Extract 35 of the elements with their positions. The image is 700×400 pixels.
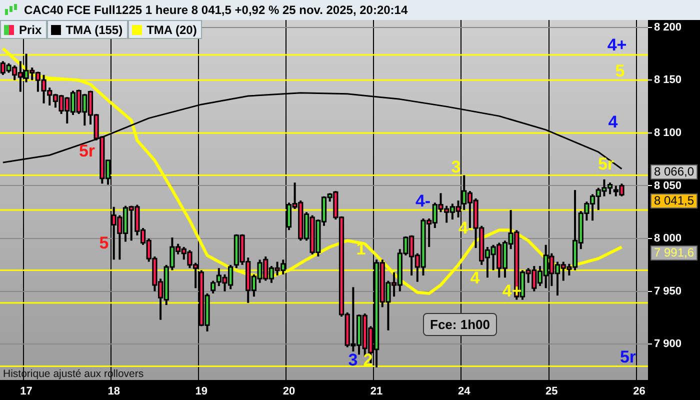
x-tick-label: 20 (282, 386, 296, 398)
x-tick-label: 26 (633, 386, 646, 398)
text: 7 991,6 (654, 245, 694, 260)
text: 8 066,0 (654, 164, 694, 178)
annotation: 5 (99, 234, 109, 253)
x-tick-label: 17 (20, 386, 32, 398)
x-tick-label: 25 (546, 386, 558, 398)
annotation: 2 (363, 350, 373, 370)
annotation: 4 (470, 268, 480, 288)
chart-title: CAC40 FCE Full1225 1 heure 8 041,5 +0,92 % 25 nov. 2025, 20:20:14 (24, 3, 408, 17)
annotation: Fce: 1h00 (423, 313, 497, 336)
y-tick-label: 7 950 (654, 285, 682, 298)
annotation: 4 (608, 112, 618, 132)
legend-label: Prix (19, 22, 42, 36)
y-tick-label: 7 900 (654, 338, 682, 350)
annotation: 4+ (607, 36, 627, 55)
y-tick-label: 8 050 (654, 180, 682, 192)
x-tick-label: 19 (195, 386, 208, 398)
annotation: 3 (451, 158, 461, 177)
annotation: 5 (615, 62, 625, 81)
annotation: 5r (78, 142, 96, 161)
y-tick-label: 8 100 (654, 126, 682, 139)
annotation: 5r (620, 348, 636, 367)
y-tick-label: 8 150 (654, 74, 682, 86)
annotation: 4- (415, 192, 431, 211)
y-tick-label: 8 000 (654, 232, 682, 245)
x-tick-label: 24 (458, 386, 472, 398)
annotation: 5r (598, 154, 614, 174)
legend-label: TMA (155) (66, 22, 123, 36)
x-tick-label: 21 (370, 386, 383, 398)
y-tick-label: 8 200 (654, 21, 682, 34)
annotation: 3 (348, 350, 358, 370)
text: 8 041,5 (654, 193, 694, 208)
legend-label: TMA (20) (146, 22, 197, 36)
x-tick-label: 18 (108, 386, 120, 398)
